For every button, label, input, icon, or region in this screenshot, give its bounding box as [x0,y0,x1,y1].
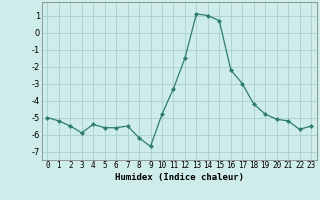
X-axis label: Humidex (Indice chaleur): Humidex (Indice chaleur) [115,173,244,182]
